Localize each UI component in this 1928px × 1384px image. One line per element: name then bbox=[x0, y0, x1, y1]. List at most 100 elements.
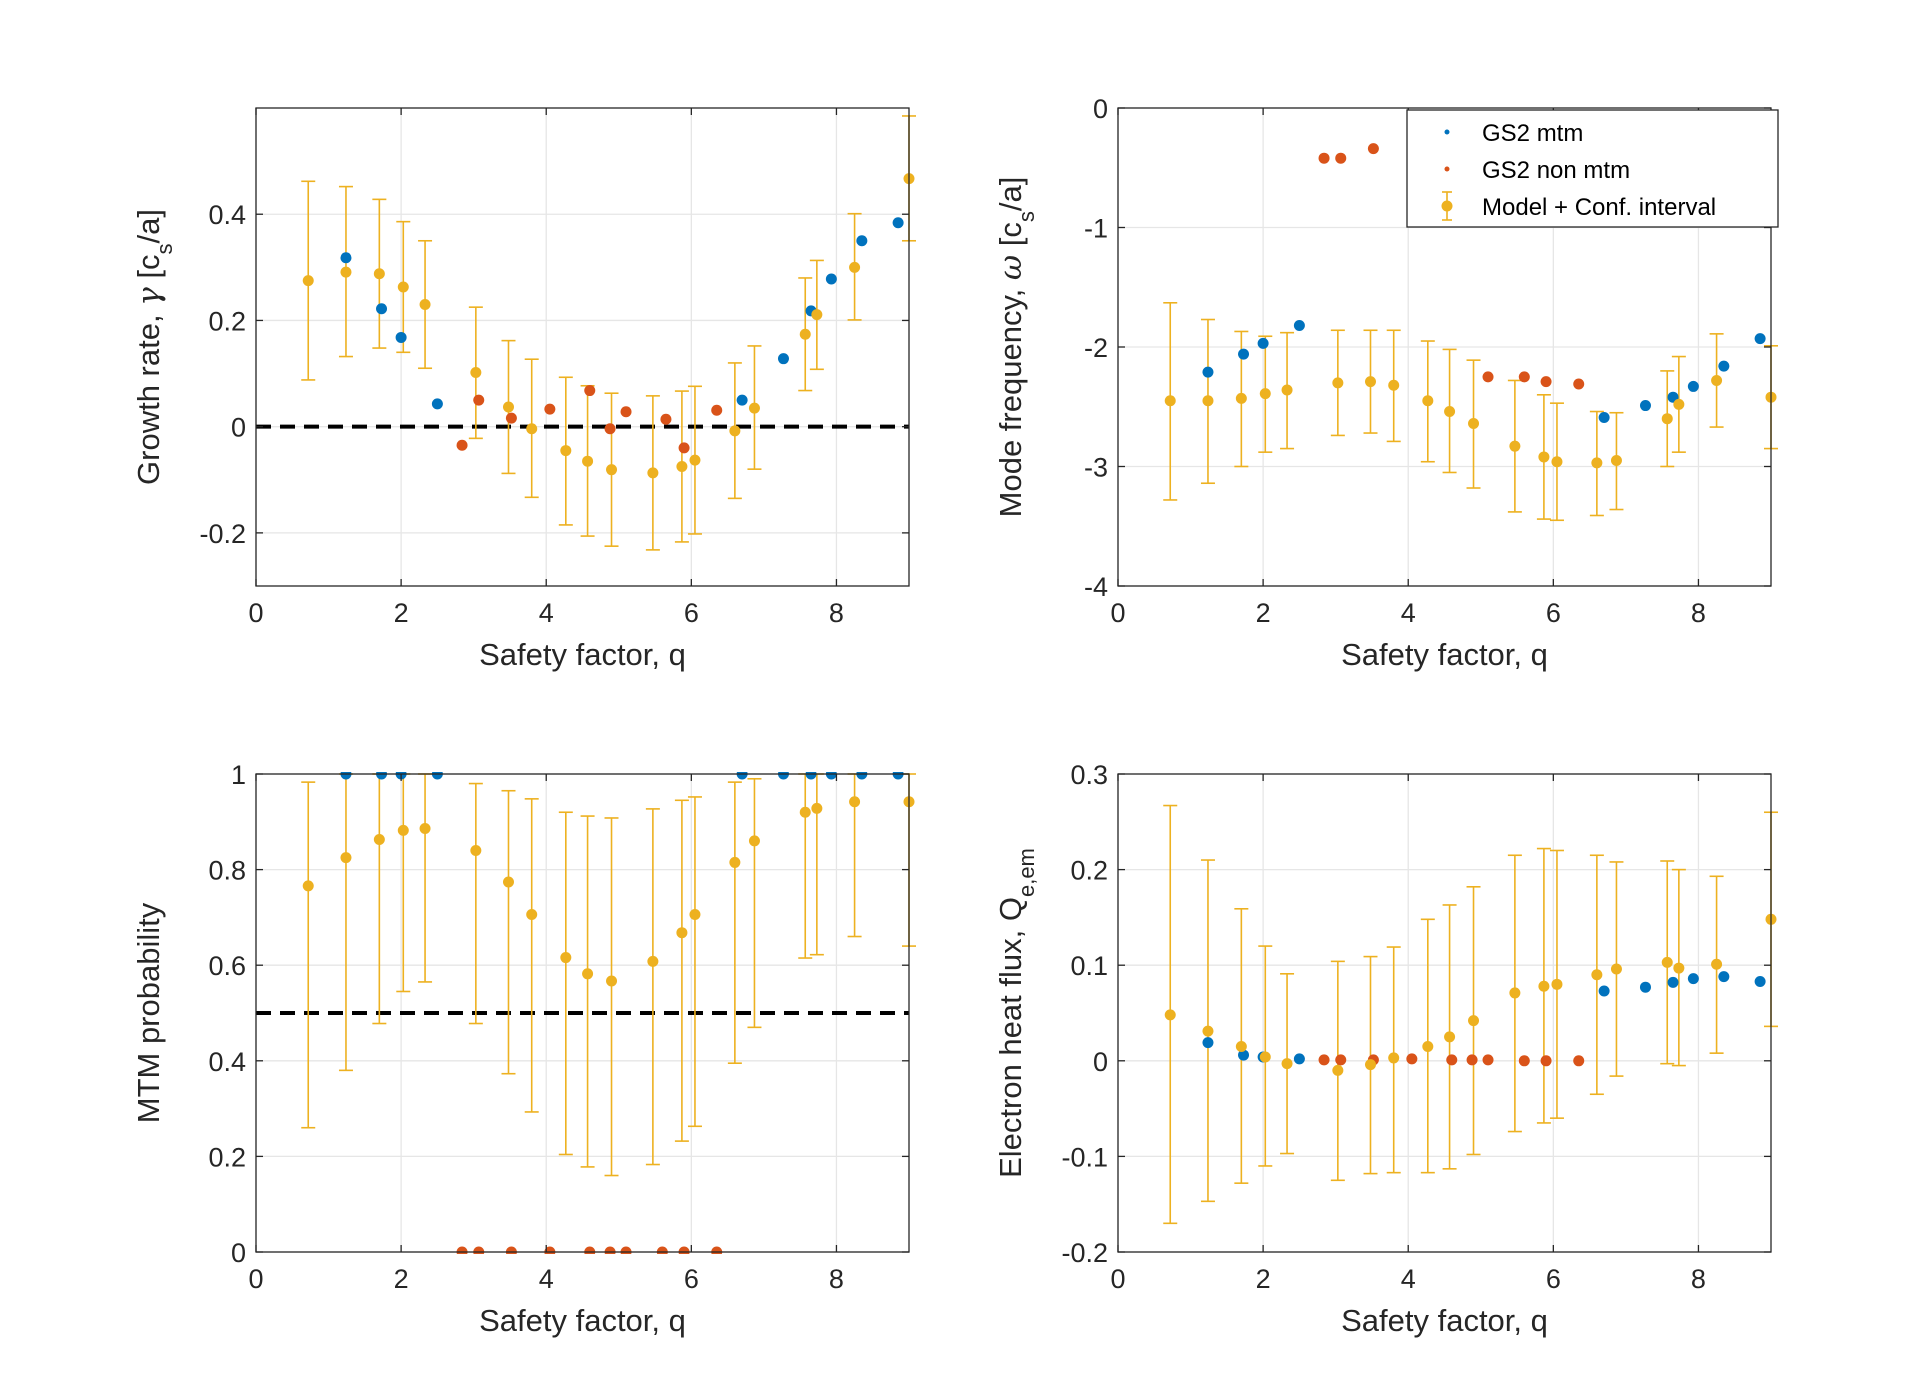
series-layer bbox=[1163, 143, 1778, 522]
gs2-mtm-point bbox=[736, 394, 748, 406]
model-point bbox=[1364, 1059, 1376, 1071]
x-tick-label: 2 bbox=[394, 1264, 409, 1294]
model-point bbox=[1444, 406, 1456, 418]
axes-box bbox=[255, 773, 910, 1253]
gs2-mtm-point bbox=[1718, 971, 1730, 983]
x-tick-label: 8 bbox=[1691, 598, 1706, 628]
axes-box bbox=[255, 107, 910, 587]
model-point bbox=[373, 268, 385, 280]
y-tick-label: 0.6 bbox=[208, 951, 246, 981]
model-point bbox=[1661, 413, 1673, 425]
y-tick-label: 0.8 bbox=[208, 856, 246, 886]
axes-box bbox=[1117, 773, 1772, 1253]
legend-label-gs2-non-mtm: GS2 non mtm bbox=[1482, 157, 1630, 184]
model-point bbox=[1711, 958, 1723, 970]
model-point bbox=[811, 309, 823, 321]
model-point bbox=[1235, 1040, 1247, 1052]
model-point bbox=[1444, 1031, 1456, 1043]
model-point bbox=[1388, 379, 1400, 391]
x-tick-label: 0 bbox=[1110, 1264, 1125, 1294]
legend: GS2 mtm GS2 non mtm Model + Conf. interval bbox=[1406, 109, 1779, 228]
gs2-mtm-point bbox=[1639, 400, 1651, 412]
x-tick-label: 0 bbox=[1110, 598, 1125, 628]
model-point bbox=[799, 806, 811, 818]
y-tick-label: 0.1 bbox=[1070, 951, 1108, 981]
x-tick-label: 2 bbox=[1256, 1264, 1271, 1294]
y-tick-label: 0 bbox=[1093, 94, 1108, 124]
model-point bbox=[689, 454, 701, 466]
model-point bbox=[1551, 456, 1563, 468]
gs2-mtm-point bbox=[777, 353, 789, 365]
gs2-non-mtm-point bbox=[1573, 1055, 1585, 1067]
model-point bbox=[799, 328, 811, 340]
gs2-mtm-point bbox=[1293, 319, 1305, 331]
y-axis-label: Growth rate, γ [cs/a] bbox=[131, 209, 177, 485]
model-point bbox=[1202, 1025, 1214, 1037]
y-tick-label: -2 bbox=[1084, 333, 1108, 363]
model-point bbox=[1551, 978, 1563, 990]
y-tick-label: 0.2 bbox=[208, 1142, 246, 1172]
gs2-non-mtm-point bbox=[1335, 1054, 1347, 1066]
model-point bbox=[689, 909, 701, 921]
model-point bbox=[1538, 980, 1550, 992]
model-point bbox=[1332, 377, 1344, 389]
model-point bbox=[676, 927, 688, 939]
model-point bbox=[676, 461, 688, 472]
x-tick-label: 4 bbox=[539, 598, 554, 628]
gs2-mtm-point bbox=[1754, 333, 1766, 345]
x-tick-label: 4 bbox=[539, 1264, 554, 1294]
heat-flux-panel: 0 2 4 6 8 -0.2 -0.1 0 0.1 0.2 0.3 Safety factor, q E… bbox=[993, 760, 1778, 1338]
y-tick-label: -0.1 bbox=[1061, 1142, 1108, 1172]
model-point bbox=[606, 975, 618, 987]
model-point bbox=[526, 423, 538, 435]
model-point bbox=[1332, 1064, 1344, 1076]
model-point bbox=[1509, 987, 1521, 999]
gs2-mtm-point bbox=[825, 273, 837, 285]
model-point bbox=[419, 822, 431, 834]
model-point bbox=[397, 824, 409, 836]
model-point bbox=[560, 445, 572, 457]
model-point bbox=[849, 796, 861, 808]
x-tick-label: 8 bbox=[1691, 1264, 1706, 1294]
gs2-mtm-point bbox=[395, 331, 407, 343]
gs2-non-mtm-point bbox=[604, 423, 616, 435]
model-point bbox=[1673, 962, 1685, 974]
model-point bbox=[1422, 1040, 1434, 1052]
y-tick-label: -0.2 bbox=[199, 519, 246, 549]
gs2-non-mtm-point bbox=[1540, 376, 1552, 388]
gs2-mtm-point bbox=[340, 252, 352, 264]
x-axis-label: Safety factor, q bbox=[1341, 1303, 1548, 1338]
model-point bbox=[1468, 1015, 1480, 1027]
x-tick-label: 8 bbox=[829, 598, 844, 628]
gs2-non-mtm-point bbox=[711, 404, 723, 416]
model-point bbox=[560, 952, 572, 964]
model-point bbox=[1259, 1051, 1271, 1063]
model-point bbox=[647, 955, 659, 967]
model-point bbox=[470, 844, 482, 856]
model-point bbox=[1422, 395, 1434, 407]
gs2-non-mtm-point bbox=[1318, 152, 1330, 164]
x-tick-label: 6 bbox=[1546, 598, 1561, 628]
model-point bbox=[1235, 392, 1247, 404]
legend-label-model: Model + Conf. interval bbox=[1482, 194, 1716, 221]
model-point bbox=[582, 455, 594, 467]
x-tick-label: 4 bbox=[1401, 598, 1416, 628]
gs2-mtm-point bbox=[1202, 366, 1214, 378]
gs2-non-mtm-point bbox=[473, 394, 485, 406]
model-point bbox=[1661, 956, 1673, 968]
legend-marker-gs2-non-mtm bbox=[1444, 166, 1450, 172]
y-tick-label: -0.2 bbox=[1061, 1238, 1108, 1268]
y-tick-label: 0.3 bbox=[1070, 760, 1108, 790]
model-point bbox=[302, 880, 314, 892]
gs2-non-mtm-point bbox=[1540, 1055, 1552, 1067]
x-tick-label: 2 bbox=[394, 598, 409, 628]
gs2-mtm-point bbox=[1238, 348, 1250, 360]
model-point bbox=[1164, 395, 1176, 407]
mode-frequency-panel: 0 2 4 6 8 -4 -3 -2 -1 0 Safety factor, q Mode frequ… bbox=[993, 94, 1779, 672]
model-point bbox=[1388, 1052, 1400, 1064]
model-point bbox=[729, 425, 741, 437]
model-point bbox=[811, 802, 823, 814]
y-axis-label: Mode frequency, ω [cs/a] bbox=[993, 177, 1039, 518]
gs2-non-mtm-point bbox=[584, 385, 596, 397]
gs2-mtm-point bbox=[1257, 337, 1269, 349]
